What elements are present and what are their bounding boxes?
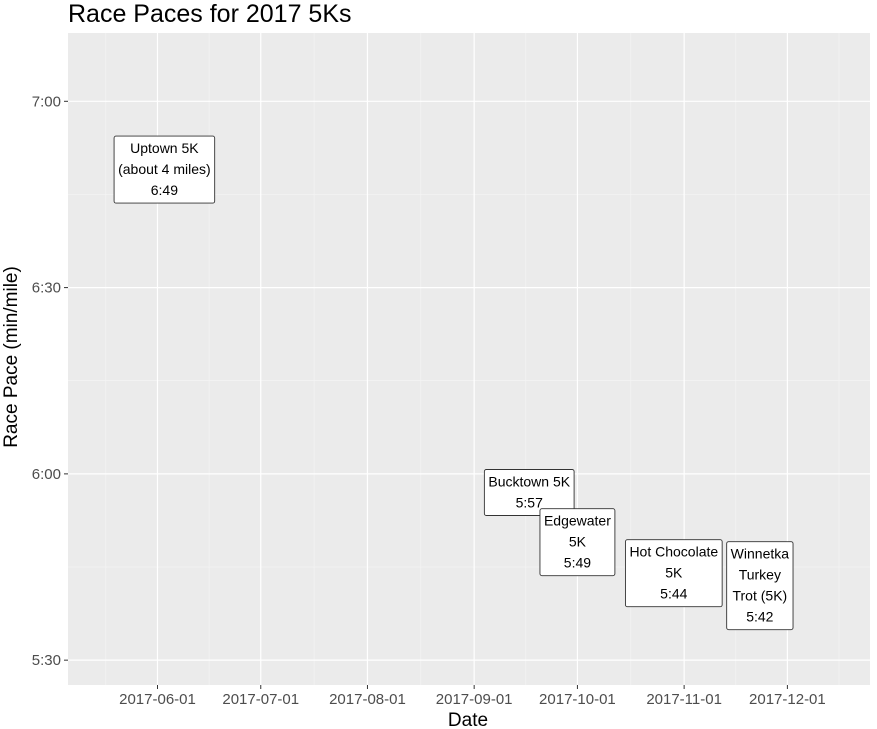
- point-label-text: 5K: [569, 534, 587, 550]
- x-tick-label: 2017-09-01: [436, 691, 513, 708]
- point-label-text: Turkey: [739, 567, 781, 583]
- y-tick-label: 7:00: [32, 93, 61, 110]
- point-label-text: 6:49: [151, 182, 178, 198]
- point-label-box: [539, 508, 616, 577]
- chart-title: Race Paces for 2017 5Ks: [68, 0, 352, 28]
- point-label-box: [726, 541, 794, 631]
- x-tick-label: 2017-08-01: [329, 691, 406, 708]
- point-label-text: 5:44: [660, 586, 687, 602]
- point-label-text: 5K: [665, 565, 683, 581]
- x-axis-title: Date: [448, 710, 488, 729]
- point-label-text: Uptown 5K: [130, 140, 199, 156]
- x-tick-label: 2017-10-01: [539, 691, 616, 708]
- point-label-text: 5:57: [516, 495, 543, 511]
- point-label-text: Winnetka: [731, 546, 790, 562]
- y-tick-label: 6:30: [32, 280, 61, 297]
- point-label-text: (about 4 miles): [118, 161, 211, 177]
- point-label-box: [113, 135, 216, 204]
- point-label-text: Trot (5K): [732, 588, 787, 604]
- y-tick-label: 6:00: [32, 466, 61, 483]
- point-label-box: [483, 469, 575, 516]
- y-axis-title: Race Pace (min/mile): [1, 266, 22, 448]
- x-tick-label: 2017-12-01: [749, 691, 826, 708]
- point-label-text: 5:49: [564, 555, 591, 571]
- x-tick-label: 2017-06-01: [119, 691, 196, 708]
- x-tick-label: 2017-11-01: [646, 691, 722, 708]
- point-label-text: 5:42: [746, 609, 773, 625]
- y-tick-label: 5:30: [32, 652, 61, 669]
- point-label-box: [624, 539, 723, 608]
- x-tick-label: 2017-07-01: [222, 691, 299, 708]
- point-label-text: Edgewater: [544, 513, 611, 529]
- point-label-text: Hot Chocolate: [629, 544, 718, 560]
- point-label-text: Bucktown 5K: [488, 474, 570, 490]
